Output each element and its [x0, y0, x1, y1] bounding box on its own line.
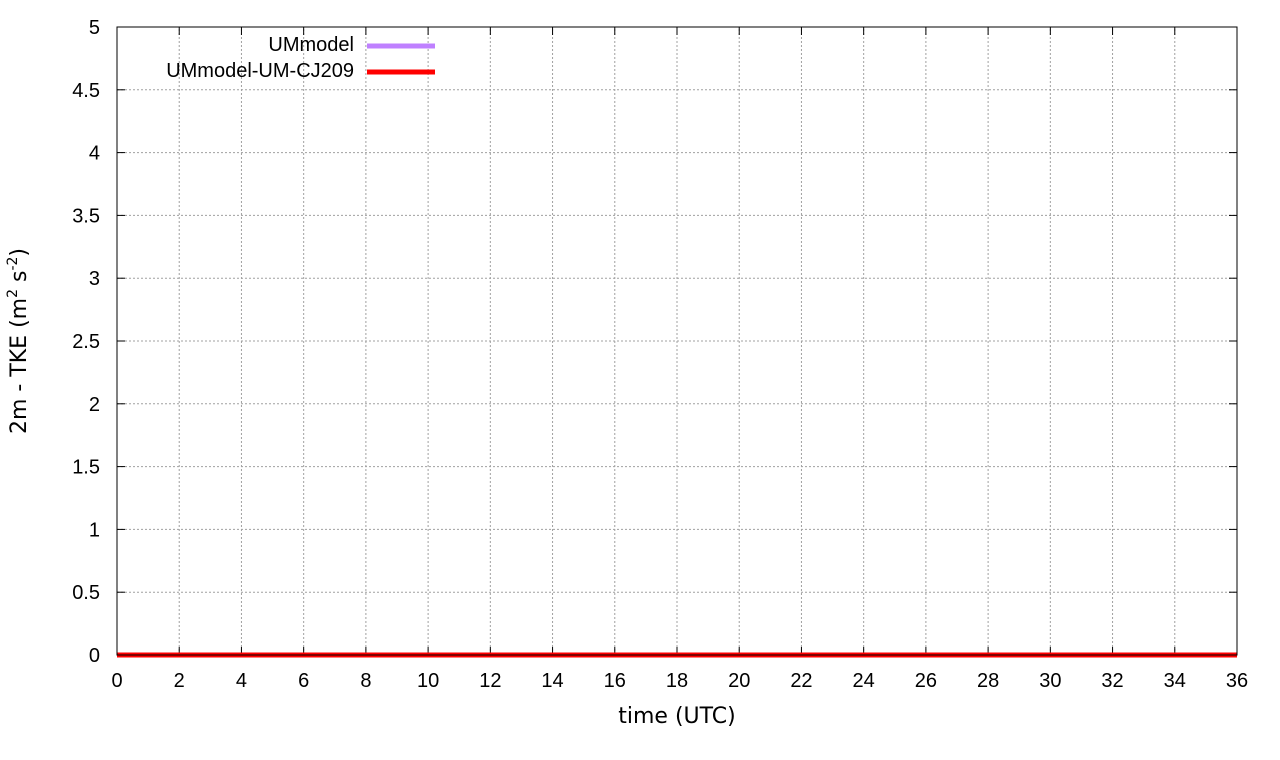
y-tick-label: 0 — [89, 645, 100, 667]
legend: UMmodel UMmodel-UM-CJ209 — [166, 34, 435, 82]
y-tick-label: 2 — [89, 394, 100, 416]
x-tick-label: 32 — [1101, 670, 1123, 692]
y-tick-label: 3.5 — [72, 205, 100, 227]
y-tick-label: 3 — [89, 268, 100, 290]
x-tick-label: 20 — [728, 670, 750, 692]
x-tick-label: 22 — [790, 670, 812, 692]
ticks: 0 2 4 6 8 10 12 14 16 18 20 22 24 26 28 30 32 34 3600.511.… — [72, 17, 1248, 692]
x-tick-label: 10 — [417, 670, 439, 692]
legend-label-ummodel: UMmodel — [268, 34, 354, 56]
x-tick-label: 26 — [915, 670, 937, 692]
x-tick-label: 8 — [360, 670, 371, 692]
y-tick-label: 0.5 — [72, 582, 100, 604]
legend-label-ummodel-um-cj209: UMmodel-UM-CJ209 — [166, 60, 354, 82]
grid — [117, 27, 1237, 655]
x-tick-label: 24 — [853, 670, 875, 692]
x-tick-label: 28 — [977, 670, 999, 692]
y-tick-label: 1.5 — [72, 457, 100, 479]
y-axis-label: 2m - TKE (m2 s-2) — [5, 248, 32, 434]
y-tick-label: 2.5 — [72, 331, 100, 353]
x-tick-label: 12 — [479, 670, 501, 692]
x-tick-label: 6 — [298, 670, 309, 692]
x-tick-label: 36 — [1226, 670, 1248, 692]
x-tick-label: 4 — [236, 670, 247, 692]
x-tick-label: 16 — [604, 670, 626, 692]
x-tick-label: 18 — [666, 670, 688, 692]
plot-frame — [116, 26, 1238, 656]
x-tick-label: 0 — [111, 670, 122, 692]
x-tick-label: 2 — [174, 670, 185, 692]
x-axis-label: time (UTC) — [618, 704, 735, 729]
y-tick-label: 4.5 — [72, 80, 100, 102]
x-tick-label: 34 — [1164, 670, 1186, 692]
y-tick-label: 1 — [89, 519, 100, 541]
y-tick-label: 4 — [89, 143, 100, 165]
y-tick-label: 5 — [89, 17, 100, 39]
x-tick-label: 14 — [541, 670, 563, 692]
x-tick-label: 30 — [1039, 670, 1061, 692]
